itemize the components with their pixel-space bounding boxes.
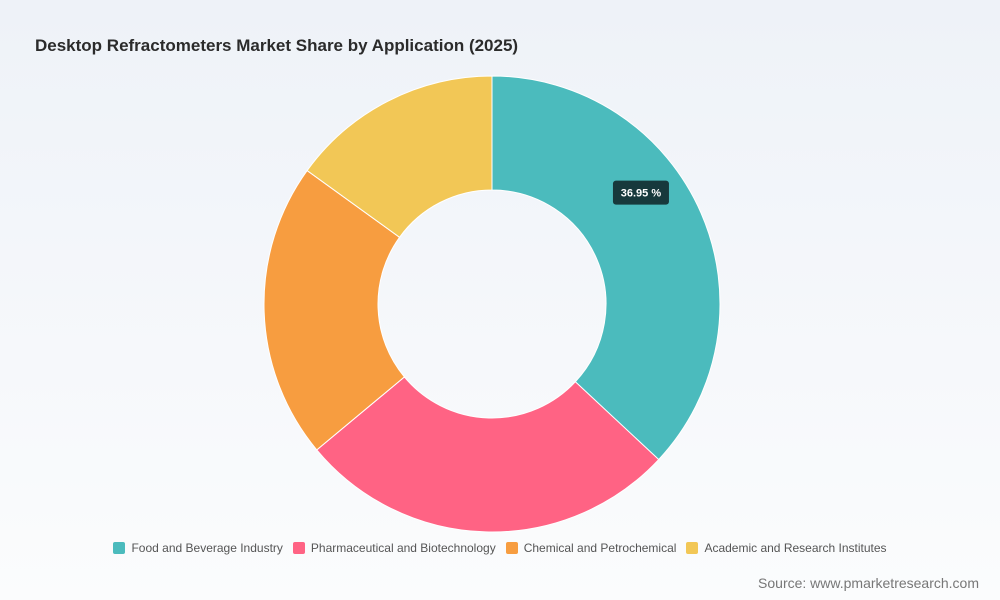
legend-label: Chemical and Petrochemical	[523, 541, 677, 555]
slice-pharmaceutical[interactable]	[316, 376, 660, 533]
legend-item-pharmaceutical[interactable]: Pharmaceutical and Biotechnology	[292, 541, 496, 555]
source-note: Source: www.pmarketresearch.com	[758, 575, 979, 591]
slice-academic[interactable]	[306, 75, 493, 238]
chart-legend: Food and Beverage Industry Pharmaceutica…	[0, 541, 1000, 555]
legend-item-chemical[interactable]: Chemical and Petrochemical	[505, 541, 677, 555]
legend-label: Food and Beverage Industry	[131, 541, 283, 555]
legend-item-academic[interactable]: Academic and Research Institutes	[686, 541, 887, 555]
slice-food-beverage[interactable]	[491, 75, 721, 461]
legend-label: Pharmaceutical and Biotechnology	[310, 541, 496, 555]
data-label-text: 36.95 %	[621, 188, 662, 200]
legend-swatch	[292, 542, 305, 554]
legend-label: Academic and Research Institutes	[704, 541, 887, 555]
chart-title: Desktop Refractometers Market Share by A…	[35, 36, 519, 55]
legend-swatch	[505, 542, 518, 554]
legend-swatch	[113, 542, 126, 554]
data-label-food-beverage: 36.95 %	[612, 180, 669, 205]
legend-item-food-beverage[interactable]: Food and Beverage Industry	[113, 541, 283, 555]
slice-chemical[interactable]	[263, 169, 406, 451]
legend-swatch	[686, 542, 699, 554]
